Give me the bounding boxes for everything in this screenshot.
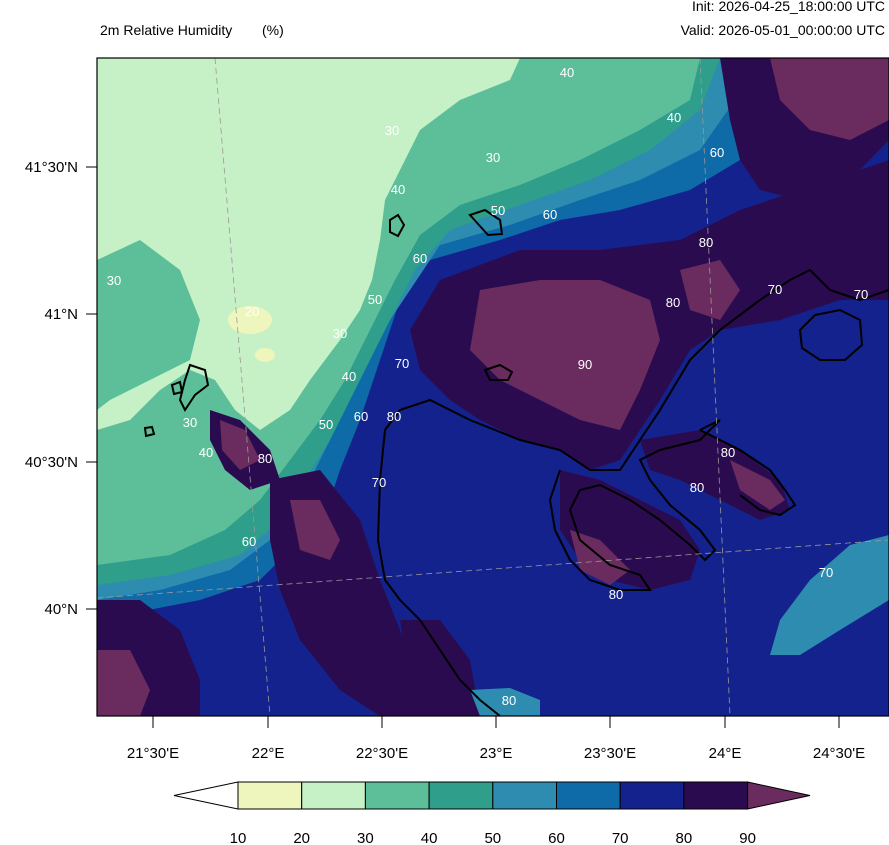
- lat-tick-label: 41°30'N: [25, 159, 78, 176]
- contour-label: 70: [372, 475, 386, 490]
- contour-label: 80: [699, 235, 713, 250]
- contour-label: 70: [395, 356, 409, 371]
- contour-label: 40: [391, 182, 405, 197]
- lat-tick-label: 40°30'N: [25, 454, 78, 471]
- colorbar-label: 30: [357, 830, 374, 845]
- colorbar-segment: [556, 781, 621, 810]
- valid-time: Valid: 2026-05-01_00:00:00 UTC: [680, 22, 885, 38]
- colorbar-segment: [492, 781, 557, 810]
- lat-tick-label: 40°N: [44, 601, 78, 618]
- colorbar-segment: [683, 781, 749, 810]
- colorbar-segment: [619, 781, 685, 810]
- contour-label: 20: [245, 304, 259, 319]
- contour-label: 40: [667, 110, 681, 125]
- map-title: 2m Relative Humidity: [100, 22, 233, 38]
- contour-label: 30: [385, 123, 399, 138]
- contour-label: 70: [633, 0, 647, 8]
- contour-label: 60: [354, 409, 368, 424]
- contour-label: 40: [342, 369, 356, 384]
- colorbar: 10 20 30 40 50 60 70 80 90: [173, 781, 811, 845]
- contour-label: 50: [319, 417, 333, 432]
- contour-label: 70: [854, 287, 868, 302]
- contour-label: 30: [183, 415, 197, 430]
- colorbar-label: 50: [484, 830, 501, 845]
- colorbar-segment: [301, 781, 366, 810]
- lon-tick-label: 23°30'E: [584, 745, 636, 762]
- longitude-axis: 21°30'E 22°E 22°30'E 23°E 23°30'E 24°E 2…: [127, 716, 865, 762]
- init-time: Init: 2026-04-25_18:00:00 UTC: [691, 0, 885, 14]
- colorbar-segment: [364, 781, 430, 810]
- contour-label: 80: [690, 480, 704, 495]
- contour-label: 60: [543, 207, 557, 222]
- contour-label: 60: [413, 251, 427, 266]
- contour-label: 70: [819, 565, 833, 580]
- map-units: (%): [262, 22, 284, 38]
- colorbar-label: 90: [739, 830, 756, 845]
- lon-tick-label: 24°E: [709, 745, 742, 762]
- graticule: [97, 58, 889, 716]
- colorbar-label: 60: [548, 830, 565, 845]
- contour-label: 30: [486, 150, 500, 165]
- colorbar-segment: [237, 781, 303, 810]
- colorbar-over-triangle: [747, 781, 811, 810]
- contour-label: 80: [502, 693, 516, 708]
- colorbar-under-triangle: [173, 781, 239, 810]
- coastlines: [143, 208, 889, 716]
- lon-tick-label: 21°30'E: [127, 745, 179, 762]
- contour-label: 50: [491, 203, 505, 218]
- contour-label: 60: [710, 145, 724, 160]
- contour-label: 80: [721, 445, 735, 460]
- contour-label: 80: [609, 587, 623, 602]
- lon-tick-label: 23°E: [480, 745, 513, 762]
- contour-label: 80: [666, 295, 680, 310]
- latitude-axis: 41°30'N 41°N 40°30'N 40°N: [25, 159, 97, 618]
- lon-tick-label: 22°E: [252, 745, 285, 762]
- colorbar-label: 40: [421, 830, 438, 845]
- contour-label: 60: [242, 534, 256, 549]
- lat-tick-label: 41°N: [44, 306, 78, 323]
- colorbar-label: 20: [293, 830, 310, 845]
- colorbar-label: 10: [230, 830, 247, 845]
- humidity-field: [97, 58, 889, 716]
- contour-label: 50: [368, 292, 382, 307]
- contour-label: 80: [387, 409, 401, 424]
- plot-frame: [96, 57, 889, 717]
- contour-label: 30: [333, 326, 347, 341]
- contour-label: 40: [560, 65, 574, 80]
- contour-label: 30: [107, 273, 121, 288]
- lon-tick-label: 24°30'E: [813, 745, 865, 762]
- contour-label: 70: [768, 282, 782, 297]
- contour-label: 40: [199, 445, 213, 460]
- colorbar-label: 80: [676, 830, 693, 845]
- colorbar-segment: [428, 781, 494, 810]
- colorbar-label: 70: [612, 830, 629, 845]
- contour-label: 80: [258, 451, 272, 466]
- contour-label: 90: [578, 357, 592, 372]
- lon-tick-label: 22°30'E: [356, 745, 408, 762]
